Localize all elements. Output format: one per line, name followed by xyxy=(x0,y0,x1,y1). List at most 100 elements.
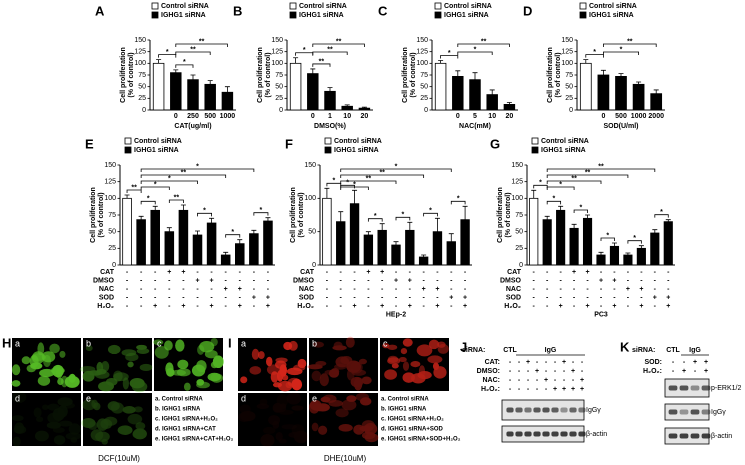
cell xyxy=(34,430,49,442)
condition-cell: + xyxy=(626,286,630,293)
bar xyxy=(452,76,464,111)
significance-label: * xyxy=(448,50,451,57)
y-tick-label: 150 xyxy=(511,162,523,169)
treatment-cell: - xyxy=(527,368,530,375)
cell xyxy=(127,361,134,368)
cell xyxy=(95,431,110,442)
band xyxy=(690,409,700,415)
significance-bracket xyxy=(457,51,493,55)
y-tick-label: 75 xyxy=(138,72,146,79)
significance-bracket xyxy=(140,180,198,184)
significance-label: ** xyxy=(131,184,137,191)
cell xyxy=(319,373,329,387)
condition-cell: - xyxy=(225,269,228,276)
bar xyxy=(579,62,592,111)
y-axis-label: (% of control) xyxy=(410,52,417,97)
cell xyxy=(96,418,109,431)
bar xyxy=(503,104,516,111)
legend-label: IGHG1 siRNA xyxy=(589,12,634,19)
treatment-cell: + xyxy=(562,359,566,366)
significance-label: * xyxy=(620,46,623,53)
y-tick-label: 100 xyxy=(416,60,428,67)
treatment-cell: - xyxy=(694,368,697,375)
condition-cell: - xyxy=(168,294,171,301)
significance-bracket xyxy=(395,216,411,221)
x-tick-label: 20 xyxy=(361,113,369,120)
condition-cell: - xyxy=(239,269,242,276)
cell xyxy=(272,402,283,413)
error-bar xyxy=(173,69,179,73)
significance-label: * xyxy=(374,213,377,220)
cell xyxy=(437,343,449,354)
legend-label: Control siRNA xyxy=(589,3,637,10)
error-bar xyxy=(600,69,606,75)
cell xyxy=(136,344,147,350)
cell xyxy=(113,370,123,382)
significance-label: * xyxy=(346,180,349,187)
cell xyxy=(358,358,368,365)
cell xyxy=(437,341,446,348)
x-tick-label: 5 xyxy=(473,113,477,120)
legend-line: b. IGHG1 siRNA xyxy=(155,407,201,413)
significance-bracket xyxy=(140,174,227,178)
cell xyxy=(164,340,173,351)
condition-cell: - xyxy=(154,286,157,293)
condition-cell: - xyxy=(367,294,370,301)
condition-cell: + xyxy=(463,303,467,310)
legend-label: Control siRNA xyxy=(134,138,182,145)
y-tick-label: 25 xyxy=(275,95,283,102)
condition-cell: - xyxy=(573,294,576,301)
legend-swatch xyxy=(124,137,132,145)
bar xyxy=(432,231,443,266)
condition-cell: + xyxy=(224,286,228,293)
significance-label: * xyxy=(154,181,157,188)
y-tick-label: 0 xyxy=(112,262,116,269)
condition-cell: - xyxy=(409,286,412,293)
significance-label: * xyxy=(260,207,263,214)
y-tick-label: 100 xyxy=(271,60,283,67)
cell xyxy=(312,403,326,412)
cell xyxy=(263,427,275,434)
significance-label: * xyxy=(593,49,596,56)
significance-label: * xyxy=(429,208,432,215)
cell xyxy=(121,349,137,357)
significance-bracket xyxy=(312,63,331,67)
band-label: β-actin xyxy=(586,431,607,438)
caption: DHE(10uM) xyxy=(324,454,367,463)
bar xyxy=(235,243,245,266)
treatment-cell: - xyxy=(563,377,566,384)
cell xyxy=(283,341,293,351)
treatment-cell: - xyxy=(518,368,521,375)
significance-bracket xyxy=(126,189,142,193)
y-axis-label: (% of control) xyxy=(555,52,562,97)
condition-cell: - xyxy=(326,286,329,293)
significance-bracket xyxy=(603,43,657,47)
cell-signal xyxy=(79,344,153,393)
cell xyxy=(113,372,129,382)
cell xyxy=(79,365,96,373)
sirna-group: CTL xyxy=(666,347,680,354)
treatment-cell: + xyxy=(571,386,575,393)
error-bar xyxy=(293,57,299,64)
cell xyxy=(353,424,365,435)
condition-cell: + xyxy=(266,303,270,310)
x-tick-label: 10 xyxy=(488,113,496,120)
condition-cell: - xyxy=(533,269,536,276)
y-tick-label: 0 xyxy=(519,262,523,269)
significance-label: * xyxy=(402,212,405,219)
error-bar xyxy=(421,254,427,257)
condition-cell: - xyxy=(613,294,616,301)
cell xyxy=(384,369,398,380)
treatment-cell: - xyxy=(545,368,548,375)
tile-label: e xyxy=(86,393,91,403)
condition-label: CAT xyxy=(300,269,315,276)
treatment-cell: - xyxy=(554,377,557,384)
bar xyxy=(650,232,660,266)
x-axis-label: HEp-2 xyxy=(386,311,406,318)
significance-bracket xyxy=(140,168,255,172)
significance-label: * xyxy=(539,180,542,187)
condition-cell: + xyxy=(238,303,242,310)
treatment-cell: - xyxy=(554,359,557,366)
treatment-cell: + xyxy=(526,359,530,366)
condition-cell: - xyxy=(126,294,129,301)
